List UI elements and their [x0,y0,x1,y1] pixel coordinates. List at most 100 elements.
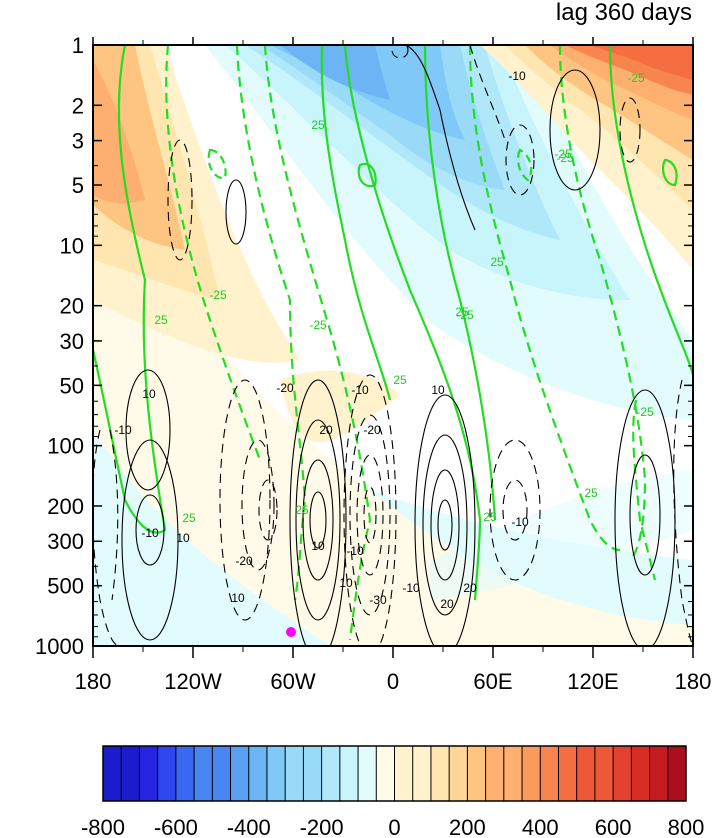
colorbar-label: -600 [154,815,198,838]
contour-label-green: 25 [295,503,309,517]
colorbar-box [467,746,487,801]
colorbar-label: 800 [668,815,705,838]
colorbar-box [194,746,213,801]
colorbar-box [121,746,140,801]
colorbar-box [613,746,632,801]
contour-label-black: 10 [142,387,156,401]
contour-label-black: 10 [339,576,353,590]
x-tick-label: 180 [75,669,112,694]
x-tick-label: 60E [473,669,512,694]
colorbar-box [230,746,250,801]
x-tick-label: 0 [387,669,399,694]
contour-labels: -10 10 -10 10 -20 20 -10 10 -20 -10 -30 10 20 10 -10 10… [114,69,654,611]
colorbar-box [339,746,359,801]
contour-label-black: -10 [511,515,529,529]
y-tick-label: 100 [47,434,84,459]
contour-label-green: -25 [554,147,572,161]
contour-label-black: 10 [176,531,190,545]
colorbar-box [430,746,450,801]
x-axis: 180 120W 60W 0 60E 120E 180 [75,37,712,694]
colorbar-box [285,746,304,801]
colorbar-box [303,746,323,801]
y-tick-label: 10 [60,233,84,258]
contour-label-black: 20 [319,423,333,437]
colorbar-label: -800 [81,815,125,838]
contour-label-black: -10 [508,69,526,83]
contour-label-green: -25 [309,318,327,332]
colorbar-box [321,746,341,801]
contour-label-black: 10 [231,591,245,605]
contour-label-black: 20 [463,581,477,595]
y-tick-label: 3 [72,129,84,154]
y-axis: 1 2 3 5 10 20 30 50 100 200 300 500 1000 [35,33,693,659]
contour-label-black: -20 [276,381,294,395]
x-tick-label: 120E [567,669,618,694]
y-tick-label: 20 [60,294,84,319]
colorbar-box [248,746,268,801]
colorbar-label: 200 [449,815,486,838]
colorbar-box [358,746,377,801]
colorbar-box [576,746,596,801]
colorbar-box [394,746,414,801]
y-tick-label: 200 [47,494,84,519]
x-tick-label: 60W [270,669,315,694]
x-tick-label: 180 [675,669,712,694]
colorbar-box [649,746,669,801]
green-contours [93,45,693,641]
colorbar-box [157,746,177,801]
contour-label-black: -30 [369,593,387,607]
contour-label-green: 25 [483,510,497,524]
location-marker [286,627,296,637]
colorbar-label: -400 [227,815,271,838]
colorbar-box [103,746,122,801]
y-tick-label: 30 [60,329,84,354]
colorbar-box [175,746,195,801]
y-tick-label: 500 [47,574,84,599]
colorbar-label: -200 [300,815,344,838]
contour-label-black: -10 [114,423,132,437]
colorbar-label: 600 [595,815,632,838]
colorbar: -800 -600 -400 -200 0 200 400 600 800 [81,745,705,838]
colorbar-frame [102,745,687,802]
colorbar-box [631,746,651,801]
contour-label-black: 10 [431,383,445,397]
contour-label-black: -20 [235,554,253,568]
colorbar-label: 400 [522,815,559,838]
contour-label-green: -25 [456,308,474,322]
y-tick-label: 1 [72,33,84,58]
contour-label-green: 25 [490,255,504,269]
colorbar-box [503,746,523,801]
colorbar-box [540,746,559,801]
black-contours [93,45,693,646]
y-tick-label: 5 [72,173,84,198]
plot-area: -10 10 -10 10 -20 20 -10 10 -20 -10 -30 10 20 10 -10 10… [93,45,693,646]
y-tick-label: 300 [47,529,84,554]
colorbar-box [594,746,614,801]
contour-label-green: 25 [311,118,325,132]
colorbar-box [522,746,541,801]
contour-label-green: -25 [556,151,574,165]
contour-label-black: 20 [440,597,454,611]
contour-label-green: 25 [154,313,168,327]
contour-label-black: -10 [402,581,420,595]
colorbar-box [412,746,432,801]
contour-label-green: -25 [627,71,645,85]
chart-title: lag 360 days [556,0,692,26]
contour-label-green: -25 [636,405,654,419]
colorbar-box [212,746,232,801]
contour-label-black: -10 [351,383,369,397]
x-tick-label: 120W [164,669,222,694]
contour-label-green: -25 [209,288,227,302]
y-tick-label: 2 [72,93,84,118]
contour-label-green: 25 [182,511,196,525]
contour-label-black: -20 [363,423,381,437]
colorbar-box [139,746,159,801]
colorbar-box [485,746,505,801]
contour-label-green: 25 [455,305,469,319]
contour-label-black: 10 [311,539,325,553]
y-tick-label: 1000 [35,634,84,659]
contour-label-green: 25 [584,486,598,500]
contour-label-green: 25 [393,373,407,387]
contour-label-black: -10 [141,526,159,540]
